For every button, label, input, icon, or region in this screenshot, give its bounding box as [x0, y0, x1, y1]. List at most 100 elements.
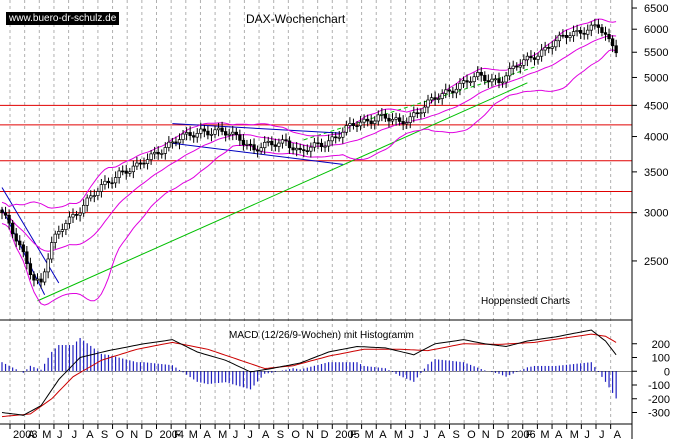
macd-tick-label: 200 — [652, 339, 670, 351]
time-tick-label: M — [540, 429, 549, 439]
website-label[interactable]: www.buero-dr-schulz.de — [6, 12, 120, 25]
vertical-grid — [9, 0, 612, 424]
candle-body — [163, 147, 167, 154]
time-tick-label: A — [379, 429, 387, 439]
candle-body — [578, 30, 583, 34]
candle-body — [213, 129, 217, 135]
time-tick-label: 2005 — [335, 429, 359, 439]
candle-body — [511, 65, 515, 69]
price-ticks: 6500 6000 5500 5000 4500 4000 3500 3000 2500 — [632, 3, 668, 268]
candle-body — [334, 136, 338, 139]
candle-body — [295, 147, 299, 151]
candle-body — [401, 121, 405, 125]
candle-body — [568, 35, 572, 38]
candle-body — [99, 184, 104, 192]
time-tick-label: J — [72, 429, 78, 439]
candle-body — [64, 222, 68, 230]
candle-body — [124, 170, 128, 174]
candle-body — [394, 117, 398, 120]
candle-body — [149, 153, 153, 160]
chart-title: DAX-Wochenchart — [246, 12, 346, 26]
candle-body — [273, 144, 277, 147]
candle-body — [277, 142, 281, 147]
candle-body — [167, 141, 171, 148]
candle-body — [493, 78, 498, 81]
candle-body — [10, 222, 15, 235]
candle-body — [358, 121, 363, 127]
candle-body — [309, 146, 313, 152]
candle-body — [270, 140, 274, 146]
candle-body — [110, 182, 114, 185]
candle-body — [174, 141, 178, 144]
candle-body — [323, 145, 327, 148]
candle-body — [433, 97, 437, 100]
candle-body — [106, 180, 111, 184]
candle-body — [337, 136, 341, 139]
candle-body — [355, 125, 359, 128]
trend-line-green-dashed — [303, 66, 535, 141]
candle-body — [227, 133, 231, 136]
candle-body — [18, 240, 22, 246]
macd-tick-label: 0 — [664, 366, 670, 378]
candle-body — [42, 271, 47, 283]
candle-body — [85, 197, 89, 206]
candle-body — [153, 151, 157, 155]
macd-title: MACD (12/26/9-Wochen) mit Histogramm — [229, 330, 414, 341]
candle-body — [564, 35, 569, 38]
candle-body — [373, 120, 377, 124]
candle-body — [522, 59, 526, 66]
candle-body — [3, 212, 8, 216]
candle-body — [607, 33, 611, 40]
candle-body — [589, 24, 593, 31]
macd-tick-label: -300 — [648, 408, 670, 420]
candle-body — [28, 263, 33, 276]
candle-body — [390, 118, 395, 122]
candle-body — [252, 144, 256, 151]
candle-body — [326, 140, 331, 147]
macd-tick-label: -100 — [648, 380, 670, 392]
time-tick-label: S — [453, 429, 460, 439]
candle-body — [500, 81, 505, 84]
candle-body — [497, 78, 501, 83]
candle-body — [81, 204, 86, 214]
time-tick-label: A — [28, 429, 36, 439]
candle-body — [472, 76, 476, 83]
candle-body — [220, 127, 224, 132]
candle-body — [504, 75, 508, 83]
candle-body — [515, 65, 519, 68]
candle-body — [419, 112, 423, 115]
candle-body — [181, 133, 185, 140]
candle-body — [603, 32, 608, 35]
candle-body — [39, 278, 43, 283]
candle-body — [341, 131, 345, 138]
candle-body — [550, 46, 554, 49]
candle-body — [224, 131, 228, 136]
time-tick-label: M — [365, 429, 374, 439]
candle-body — [291, 147, 295, 151]
time-tick-label: D — [321, 429, 329, 439]
candle-body — [536, 55, 540, 60]
candle-body — [376, 114, 380, 122]
price-tick-label: 4500 — [644, 100, 668, 112]
time-tick-label: O — [467, 429, 476, 439]
candle-body — [7, 214, 11, 224]
candle-body — [188, 132, 192, 136]
candle-body — [458, 82, 462, 90]
time-tick-label: S — [101, 429, 108, 439]
candle-body — [14, 233, 18, 242]
candle-body — [234, 131, 238, 136]
candle-body — [440, 93, 444, 99]
candle-body — [426, 99, 430, 108]
candle-body — [131, 165, 136, 173]
time-tick-label: J — [423, 429, 429, 439]
candle-body — [89, 195, 93, 199]
candle-body — [316, 142, 320, 145]
candle-body — [67, 216, 72, 224]
candle-body — [113, 177, 118, 184]
time-tick-label: D — [145, 429, 153, 439]
candle-body — [92, 195, 96, 197]
time-tick-label: S — [277, 429, 284, 439]
time-tick-label: A — [438, 429, 446, 439]
